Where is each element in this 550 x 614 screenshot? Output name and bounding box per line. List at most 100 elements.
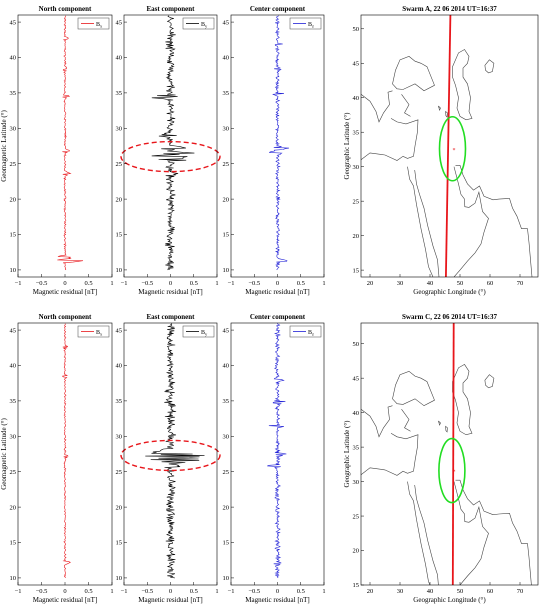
y-tick-label: 40: [223, 363, 230, 370]
satellite-track: [451, 323, 455, 585]
axes-frame: [17, 14, 113, 278]
axes-frame: [360, 322, 539, 586]
y-axis-label: Geomagnetic Latitude (°): [0, 110, 8, 182]
y-tick-label: 35: [223, 398, 230, 405]
y-tick-label: 20: [10, 196, 17, 203]
y-tick-label: 20: [116, 504, 123, 511]
y-tick-label: 20: [10, 504, 17, 511]
y-tick-label: 20: [223, 504, 230, 511]
y-tick-label: 15: [10, 540, 17, 547]
y-tick-label: 20: [353, 548, 360, 555]
coastline-red-sea-west: [407, 481, 431, 585]
y-tick-label: 10: [116, 575, 123, 582]
axes-frame: [123, 322, 218, 586]
coastline-greece: [361, 90, 393, 123]
y-tick-label: 30: [353, 164, 360, 171]
y-tick-label: 35: [223, 90, 230, 97]
y-tick-label: 25: [353, 513, 360, 520]
coastline-black-sea: [392, 56, 435, 92]
x-tick-label: −0.5: [36, 280, 48, 287]
x-tick-label: 1: [215, 588, 218, 595]
x-tick-label: −1: [15, 280, 22, 287]
y-tick-label: 15: [116, 232, 123, 239]
y-tick-label: 30: [10, 125, 17, 132]
y-tick-label: 40: [223, 55, 230, 62]
chart-title: East component: [146, 313, 195, 321]
plot-area: [269, 15, 290, 271]
y-tick-label: 30: [223, 125, 230, 132]
series-trace-Bx: [57, 15, 84, 271]
x-tick-label: 0: [63, 280, 66, 287]
chart-title: Center component: [250, 313, 306, 321]
x-tick-label: −1: [228, 280, 235, 287]
axes-frame: [230, 14, 325, 278]
axes-frame: [17, 322, 113, 586]
epicenter-marker: *: [453, 148, 456, 154]
axes-frame: [123, 14, 218, 278]
epicenter-marker: *: [453, 470, 456, 476]
coastline-arabia: [453, 166, 489, 277]
y-tick-label: 45: [353, 375, 360, 382]
x-tick-label: 1: [215, 280, 218, 287]
lake-urmia: [445, 110, 448, 118]
x-tick-label: −0.5: [141, 280, 153, 287]
satellite-track: [445, 15, 452, 277]
y-tick-label: 45: [223, 327, 230, 334]
coastline-arabia: [453, 481, 489, 585]
legend-label: Bx: [96, 22, 103, 29]
y-tick-label: 25: [116, 161, 123, 168]
plot-area: *: [361, 323, 532, 585]
x-tick-label: 60: [487, 588, 494, 595]
series-trace-By: [151, 15, 195, 271]
x-tick-label: 0: [169, 588, 172, 595]
y-tick-label: 20: [116, 196, 123, 203]
axes-frame: [360, 14, 539, 278]
y-tick-label: 30: [10, 433, 17, 440]
series-trace-Bx: [61, 323, 71, 579]
y-tick-label: 20: [223, 196, 230, 203]
x-axis-label: Magnetic residual [nT]: [138, 596, 203, 604]
y-tick-label: 50: [353, 26, 360, 33]
legend-label: Bz: [308, 22, 314, 29]
panel-swarm-c-center: Center component Bz −1 −0.5 0 0.5 1 10 15 20 25 30 3…: [223, 313, 326, 604]
y-tick-label: 25: [10, 469, 17, 476]
x-tick-label: 0: [169, 280, 172, 287]
coastline-greece: [361, 405, 393, 438]
y-tick-label: 35: [10, 398, 17, 405]
x-tick-label: −0.5: [141, 588, 153, 595]
coastline-levant: [361, 433, 419, 476]
coastline-red-sea-east: [414, 484, 439, 585]
lake-outline: [401, 94, 411, 117]
x-tick-label: 0: [63, 588, 66, 595]
plot-area: [151, 15, 195, 271]
y-tick-label: 40: [10, 363, 17, 370]
plot-area: [57, 15, 84, 271]
y-tick-label: 25: [10, 161, 17, 168]
y-tick-label: 25: [223, 469, 230, 476]
x-tick-label: 0: [276, 280, 279, 287]
coastline-iran-india: [455, 165, 533, 277]
y-tick-label: 45: [223, 19, 230, 26]
y-tick-label: 30: [116, 433, 123, 440]
x-tick-label: −1: [228, 588, 235, 595]
y-tick-label: 15: [353, 582, 360, 589]
y-tick-label: 35: [353, 129, 360, 136]
x-tick-label: 0.5: [84, 280, 92, 287]
panel-swarm-a-north: North component Bx −1 −0.5 0 0.5 1 10 15 20 25 30 35…: [0, 5, 114, 296]
panel-swarm-a-map: * Swarm A, 22 06 2014 UT=16:37 20 30 40 50 60 7…: [343, 5, 539, 296]
x-tick-label: −0.5: [248, 280, 260, 287]
x-axis-label: Magnetic residual [nT]: [33, 288, 98, 296]
y-tick-label: 45: [353, 60, 360, 67]
y-axis-label: Geomagnetic Latitude (°): [0, 418, 8, 490]
y-tick-label: 45: [116, 327, 123, 334]
legend-label: Bz: [308, 330, 314, 337]
highlight-ellipse: [120, 140, 221, 173]
plot-area: [145, 323, 205, 579]
panel-swarm-c-map: * Swarm C, 22 06 2014 UT=16:37 20 30 40 50 60 7…: [343, 313, 539, 604]
y-tick-label: 30: [353, 479, 360, 486]
coastline-black-sea: [392, 370, 435, 407]
coastline-red-sea-east: [414, 170, 440, 277]
y-tick-label: 15: [223, 232, 230, 239]
y-tick-label: 30: [116, 125, 123, 132]
